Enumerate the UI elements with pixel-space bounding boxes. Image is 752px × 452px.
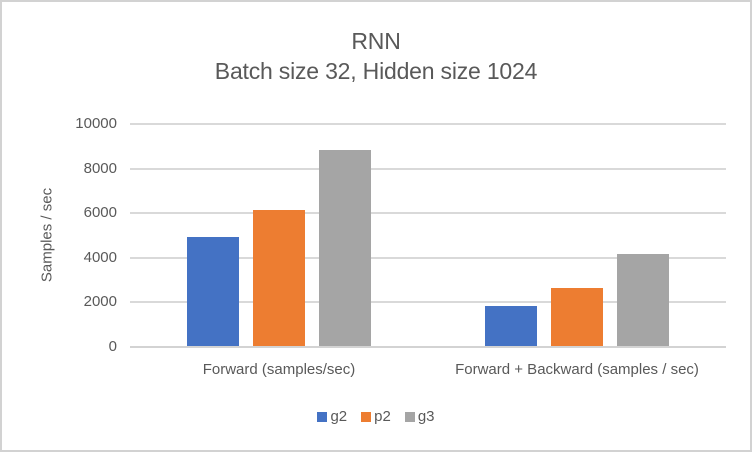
x-category-label-forward: Forward (samples/sec) bbox=[202, 361, 356, 378]
legend-item-g3: g3 bbox=[404, 408, 435, 425]
legend-label-g3: g3 bbox=[417, 408, 435, 425]
gridline bbox=[130, 301, 726, 304]
bar-p2-forward bbox=[253, 209, 305, 347]
bar-p2-forward-backward bbox=[551, 287, 603, 347]
x-category-label-forward-backward: Forward + Backward (samples / sec) bbox=[455, 361, 699, 378]
y-tick-label: 2000 bbox=[83, 293, 117, 311]
legend-label-p2: p2 bbox=[374, 408, 391, 425]
gridline bbox=[130, 256, 726, 259]
y-tick-label: 0 bbox=[108, 338, 117, 355]
y-tick-label: 6000 bbox=[83, 204, 117, 222]
bar-g2-forward-backward bbox=[485, 305, 537, 347]
gridline bbox=[130, 212, 726, 215]
gridline bbox=[130, 167, 726, 170]
bar-g3-forward-backward bbox=[617, 253, 669, 347]
y-tick-label: 8000 bbox=[83, 159, 117, 177]
chart-subtitle: Batch size 32, Hidden size 1024 bbox=[214, 58, 538, 84]
legend: g2 p2 g3 bbox=[2, 408, 750, 425]
chart-title: RNN bbox=[351, 28, 401, 54]
legend-swatch-p2 bbox=[361, 411, 372, 422]
legend-item-g2: g2 bbox=[317, 408, 347, 425]
legend-swatch-g3 bbox=[404, 411, 415, 422]
legend-item-p2: p2 bbox=[361, 408, 391, 425]
y-tick-label: 4000 bbox=[83, 248, 117, 266]
y-tick-label: 10000 bbox=[75, 115, 117, 132]
legend-label-g2: g2 bbox=[330, 408, 348, 425]
y-axis-title: Samples / sec bbox=[38, 187, 56, 283]
legend-swatch-g2 bbox=[317, 411, 328, 422]
x-axis-line bbox=[130, 346, 726, 348]
chart-title-block: RNN Batch size 32, Hidden size 1024 bbox=[2, 26, 750, 86]
bar-g2-forward bbox=[187, 236, 239, 347]
bar-g3-forward bbox=[319, 149, 371, 347]
gridline bbox=[130, 123, 726, 125]
